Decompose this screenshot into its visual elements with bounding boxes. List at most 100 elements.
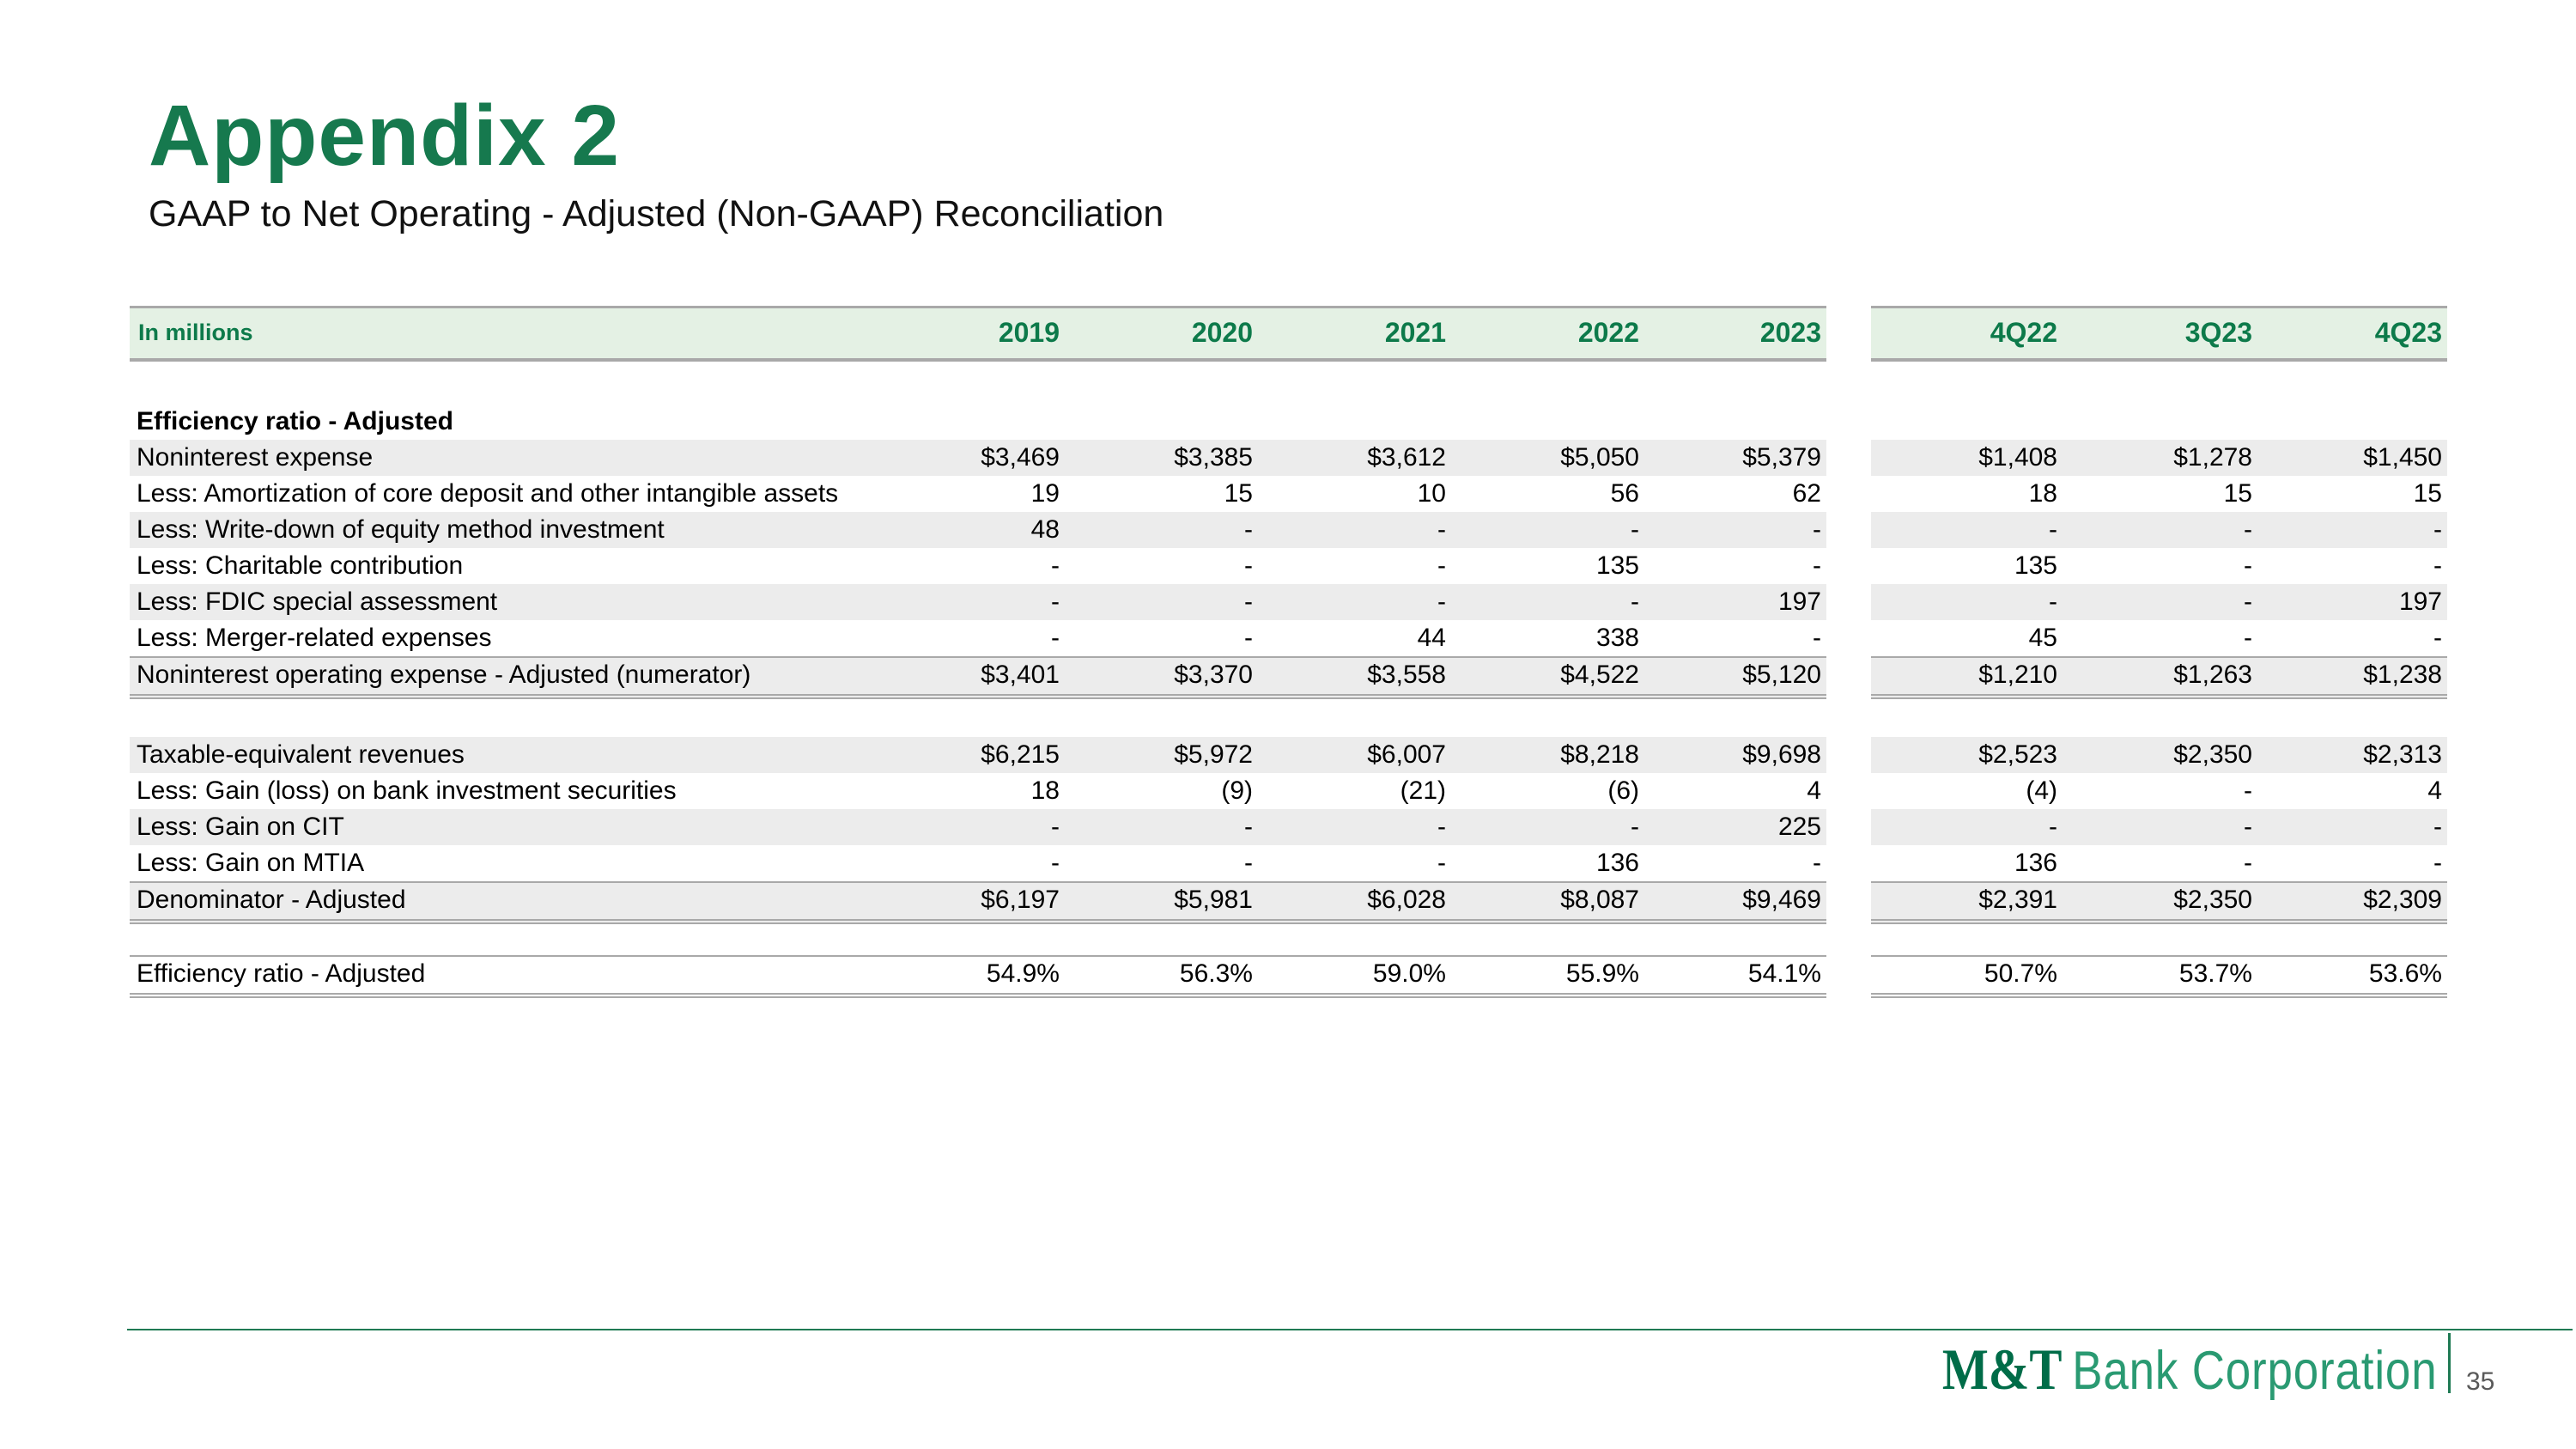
value-cell: 225 [1644, 809, 1826, 845]
column-gap [1826, 881, 1871, 924]
page-number: 35 [2466, 1367, 2495, 1396]
value-cell: - [1813, 551, 1821, 580]
value-cell: (9) [1221, 776, 1253, 805]
value-cell: - [2063, 809, 2257, 845]
section-header-row: Efficiency ratio - Adjusted [130, 404, 2447, 440]
quarter-column-header: 3Q23 [2063, 306, 2257, 362]
value-cell: $5,972 [1065, 737, 1258, 773]
table-row: Denominator - Adjusted $6,197 $5,981 $6,028… [130, 881, 2447, 924]
table-row: Less: Gain on CIT - - - -225- - - [130, 809, 2447, 845]
column-gap [1826, 620, 1871, 656]
value-cell: 48 [936, 512, 1065, 548]
value-cell: 53.6% [2257, 955, 2447, 998]
value-cell: $1,450 [2257, 440, 2447, 476]
unit-label: In millions [130, 306, 936, 362]
row-label: Less: Amortization of core deposit and o… [137, 479, 839, 508]
column-gap [1826, 306, 1871, 362]
value-cell: 19 [1030, 479, 1060, 508]
value-cell: - [1065, 512, 1258, 548]
value-cell: (21) [1400, 776, 1446, 805]
value-cell: 18 [2028, 479, 2057, 508]
value-cell: - [2257, 809, 2447, 845]
value-cell: $6,215 [936, 737, 1065, 773]
value-cell: 62 [1792, 479, 1821, 508]
value-cell: - [1871, 512, 2063, 548]
value-cell: 15 [1224, 479, 1253, 508]
value-cell: - [1258, 809, 1451, 845]
value-cell: - [1258, 584, 1451, 620]
table-row: Efficiency ratio - Adjusted 54.9% 56.3% 59.… [130, 955, 2447, 998]
value-cell: - [1451, 809, 1644, 845]
row-label: Less: Write-down of equity method invest… [130, 512, 936, 548]
value-cell: $2,350 [2063, 881, 2257, 924]
value-cell: $6,197 [936, 881, 1065, 924]
table-row: Less: Write-down of equity method invest… [130, 512, 2447, 548]
value-cell: 53.7% [2063, 955, 2257, 998]
value-cell: $6,028 [1258, 881, 1451, 924]
column-gap [1826, 773, 1871, 809]
value-cell: - [936, 809, 1065, 845]
column-gap [1826, 737, 1871, 773]
value-cell: $2,350 [2063, 737, 2257, 773]
value-cell: - [1051, 551, 1060, 580]
page-number-divider [2448, 1333, 2451, 1393]
section-spacer [130, 699, 2447, 737]
value-cell: - [1437, 849, 1446, 877]
value-cell: - [1813, 849, 1821, 877]
value-cell: 135 [1595, 551, 1639, 580]
quarter-column-header: 4Q22 [1871, 306, 2063, 362]
year-column-header: 2019 [936, 306, 1065, 362]
value-cell: 50.7% [1871, 955, 2063, 998]
column-gap [1826, 656, 1871, 699]
value-cell: - [1051, 849, 1060, 877]
year-column-header: 2020 [1065, 306, 1258, 362]
column-gap [1826, 548, 1871, 584]
value-cell: $3,370 [1065, 656, 1258, 699]
value-cell: $5,050 [1451, 440, 1644, 476]
row-label: Less: Merger-related expenses [137, 624, 492, 652]
value-cell: - [2244, 849, 2252, 877]
value-cell: - [1871, 584, 2063, 620]
value-cell: - [936, 584, 1065, 620]
value-cell: 55.9% [1451, 955, 1644, 998]
value-cell: $1,238 [2257, 656, 2447, 699]
value-cell: $2,309 [2257, 881, 2447, 924]
value-cell: (4) [2026, 776, 2057, 805]
value-cell: - [1644, 512, 1826, 548]
value-cell: - [2244, 776, 2252, 805]
value-cell: - [1437, 551, 1446, 580]
column-gap [1826, 955, 1871, 998]
value-cell: $1,210 [1871, 656, 2063, 699]
table-row: Taxable-equivalent revenues $6,215 $5,972 $… [130, 737, 2447, 773]
row-label: Less: Gain on CIT [130, 809, 936, 845]
value-cell: $2,523 [1871, 737, 2063, 773]
value-cell: - [1258, 512, 1451, 548]
value-cell: 197 [1644, 584, 1826, 620]
value-cell: $3,401 [936, 656, 1065, 699]
column-gap [1826, 476, 1871, 512]
row-label: Less: Gain on MTIA [137, 849, 365, 877]
value-cell: 54.1% [1644, 955, 1826, 998]
table-row: Less: Gain (loss) on bank investment sec… [130, 773, 2447, 809]
value-cell: 56.3% [1065, 955, 1258, 998]
value-cell: - [2433, 624, 2442, 652]
value-cell: $6,007 [1258, 737, 1451, 773]
value-cell: - [2063, 584, 2257, 620]
row-label: Less: Gain (loss) on bank investment sec… [137, 776, 677, 805]
value-cell: 18 [1030, 776, 1060, 805]
mt-bank-logo: M&T Bank Corporation [1941, 1340, 2437, 1398]
column-gap [1826, 809, 1871, 845]
table-row: Less: Gain on MTIA - - - 136 - 136 - - [130, 845, 2447, 881]
value-cell: $9,469 [1644, 881, 1826, 924]
footer-divider-line [127, 1329, 2573, 1330]
row-label: Taxable-equivalent revenues [130, 737, 936, 773]
table-row: Less: Merger-related expenses - - 44 338 - 45 -… [130, 620, 2447, 656]
logo-mt-symbol: M&T [1941, 1336, 2062, 1402]
value-cell: - [1451, 584, 1644, 620]
value-cell: 4 [1807, 776, 1821, 805]
table-row: Less: Amortization of core deposit and o… [130, 476, 2447, 512]
row-label: Less: Charitable contribution [137, 551, 464, 580]
value-cell: $5,379 [1644, 440, 1826, 476]
logo-company-name: Bank Corporation [2071, 1341, 2437, 1401]
